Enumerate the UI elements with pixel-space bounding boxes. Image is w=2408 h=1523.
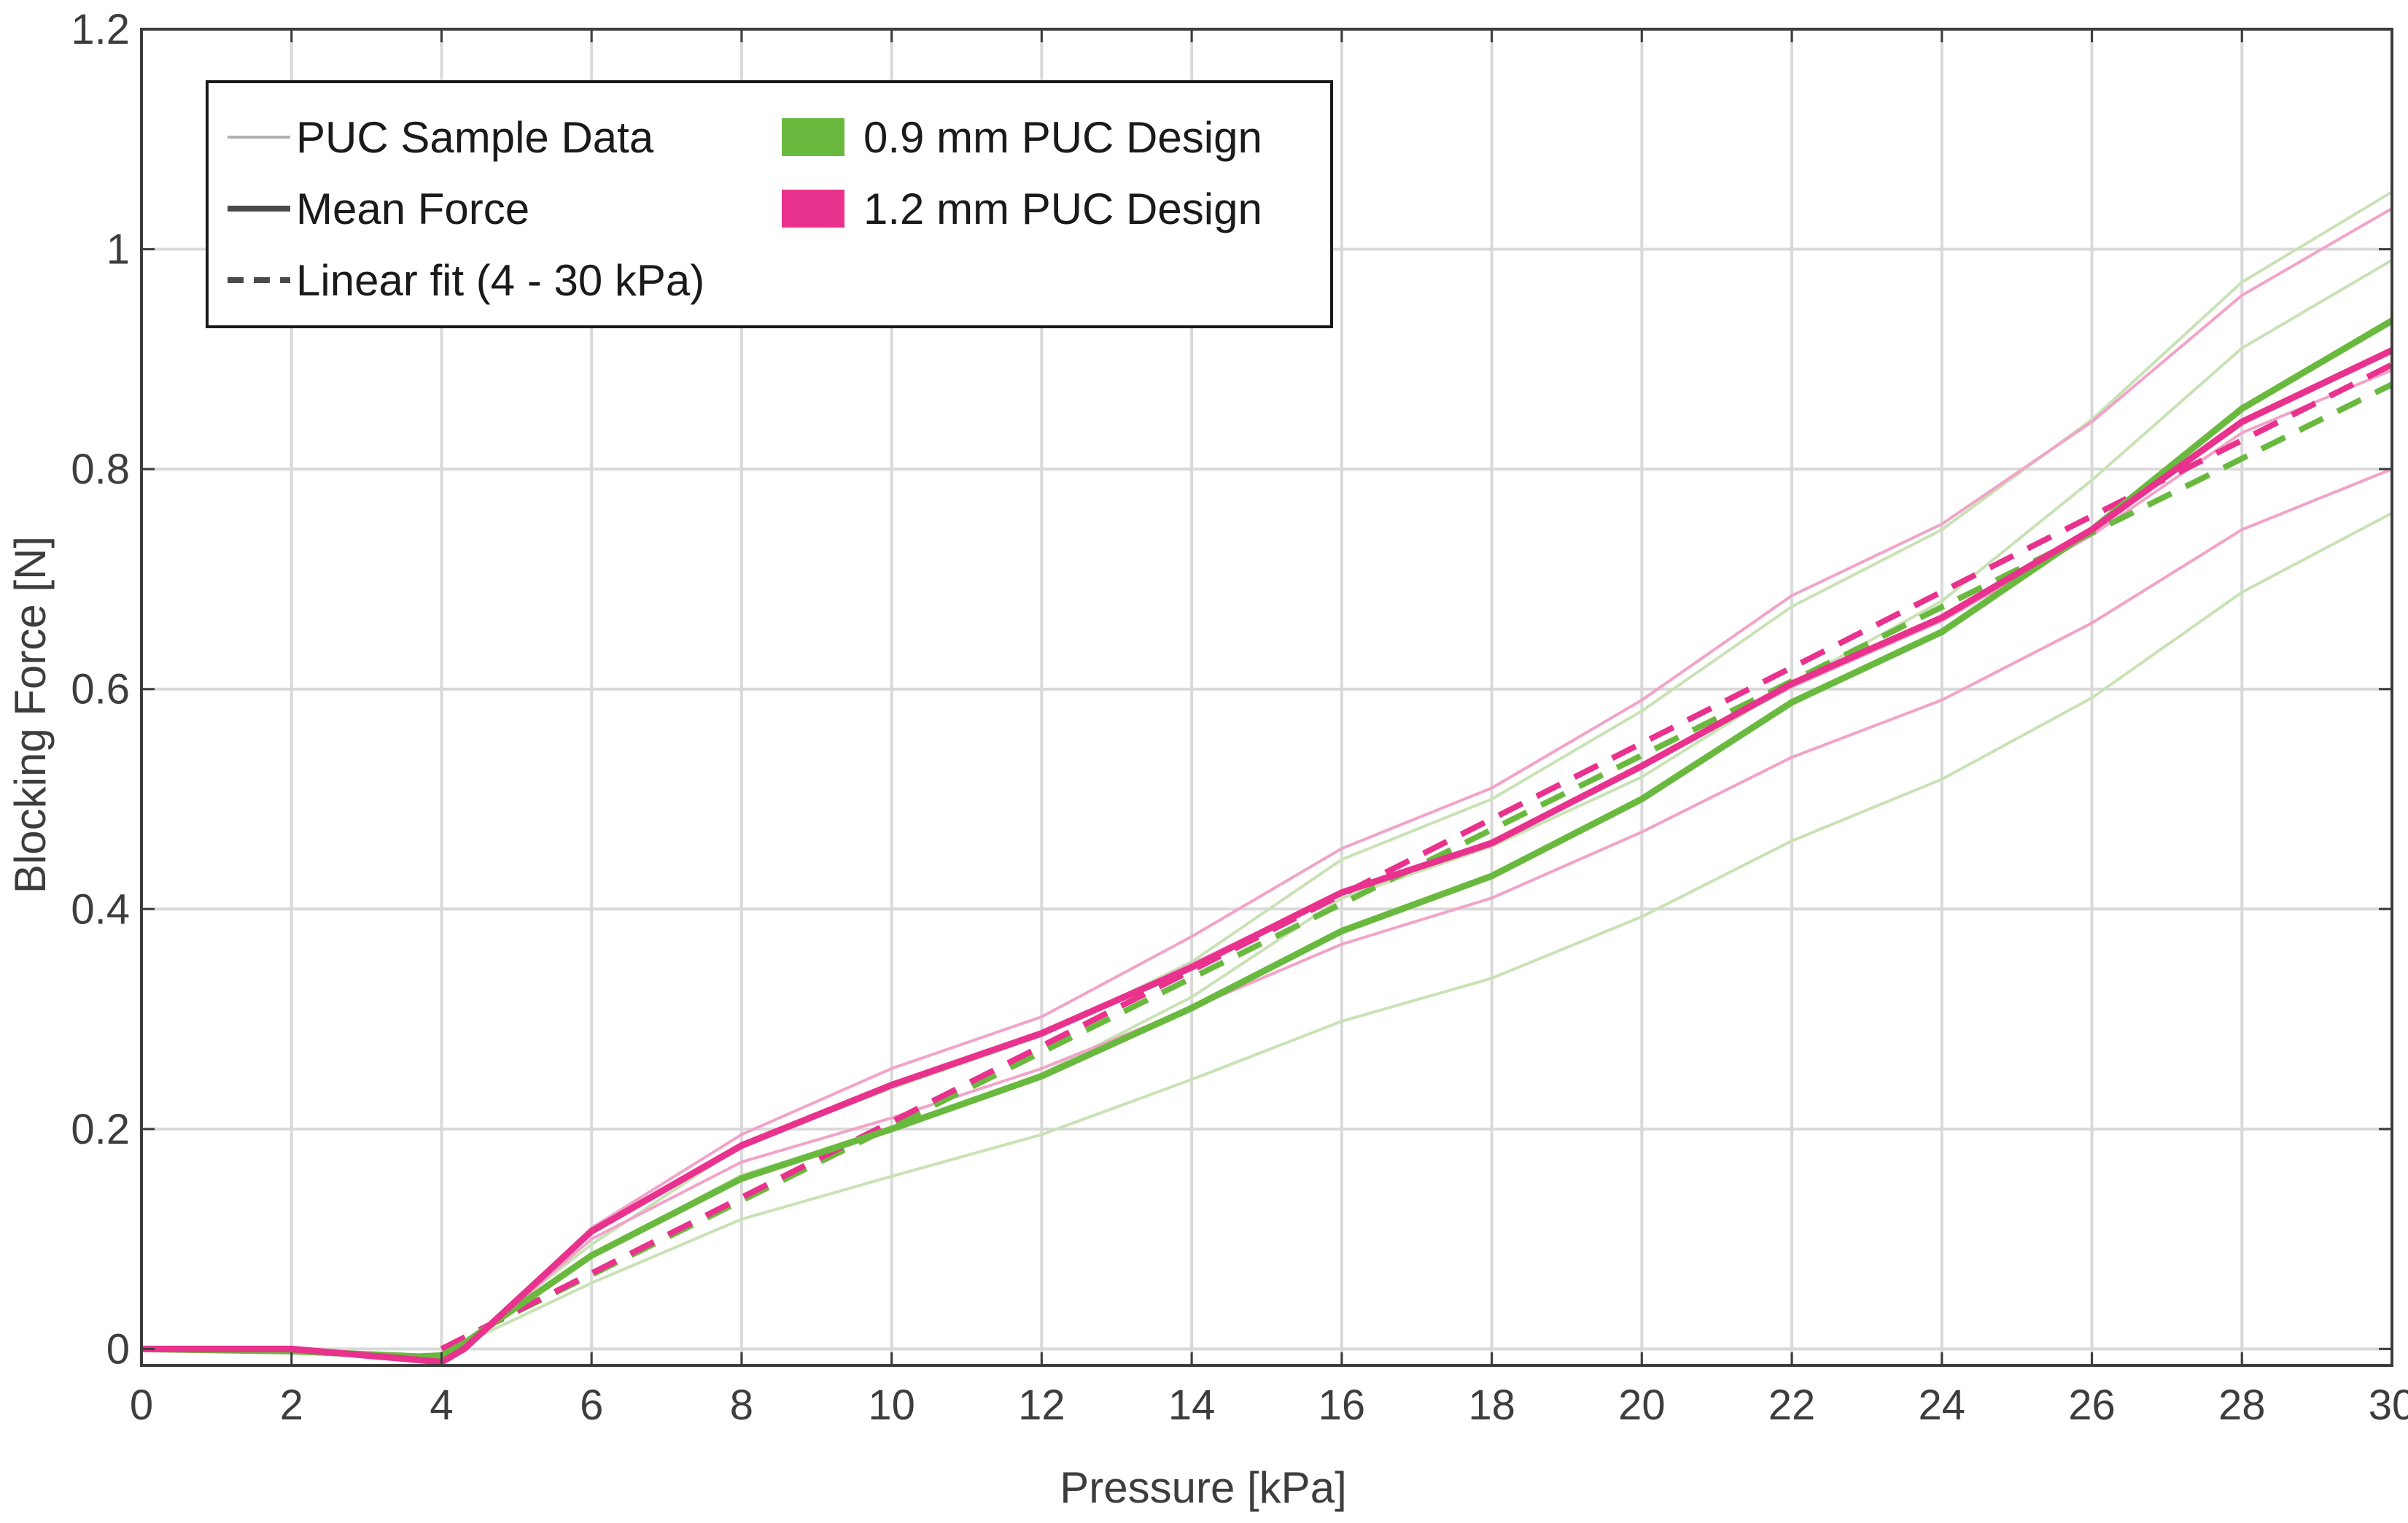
series-line-12-mm-linear-fit [440,362,2393,1352]
x-tick-label: 22 [1768,1381,1816,1429]
legend-label: 1.2 mm PUC Design [863,185,1262,233]
y-tick-label: 1 [106,226,130,274]
legend-label: 0.9 mm PUC Design [863,113,1262,162]
y-tick-label: 0 [106,1325,130,1373]
y-tick-label: 0.4 [71,885,130,933]
y-tick-label: 0.8 [71,446,130,493]
series-line-09-mm-mean-force [141,317,2394,1360]
y-axis-label: Blocking Force [N] [6,536,55,894]
legend: PUC Sample Data Mean Force Linear fit (4 -… [206,80,1333,328]
series-line-09-mm-linear-fit [440,381,2393,1352]
legend-box [206,80,1333,328]
x-tick-label: 20 [1618,1381,1666,1429]
x-tick-label: 28 [2218,1381,2266,1429]
x-tick-label: 18 [1468,1381,1515,1429]
x-tick-label: 16 [1318,1381,1366,1429]
x-axis-label: Pressure [kPa] [1060,1463,1347,1512]
legend-patch-swatch [782,190,844,228]
y-tick-label: 1.2 [71,6,130,53]
x-tick-label: 30 [2369,1381,2408,1429]
axis-ticks: 0 2 4 6 8 10 12 14 16 18 20 22 24 26 28 3000.20.40.60.8… [71,6,2408,1429]
x-tick-label: 24 [1919,1381,1966,1429]
x-tick-label: 10 [868,1381,915,1429]
x-tick-label: 2 [280,1381,303,1429]
x-tick-label: 8 [730,1381,753,1429]
x-tick-label: 6 [580,1381,603,1429]
x-tick-label: 0 [130,1381,153,1429]
plot-frame [140,28,2393,1367]
x-tick-label: 26 [2068,1381,2116,1429]
x-tick-label: 4 [430,1381,453,1429]
plot-lines [141,190,2394,1365]
legend-label: Mean Force [296,185,529,233]
legend-patch-swatch [782,118,844,156]
y-tick-label: 0.2 [71,1106,130,1153]
x-tick-label: 14 [1168,1381,1216,1429]
legend-label: Linear fit (4 - 30 kPa) [296,256,704,305]
series-line-12-mm-mean-force [141,347,2393,1365]
y-tick-label: 0.6 [71,666,130,713]
x-tick-label: 12 [1018,1381,1065,1429]
legend-label: PUC Sample Data [296,113,654,162]
